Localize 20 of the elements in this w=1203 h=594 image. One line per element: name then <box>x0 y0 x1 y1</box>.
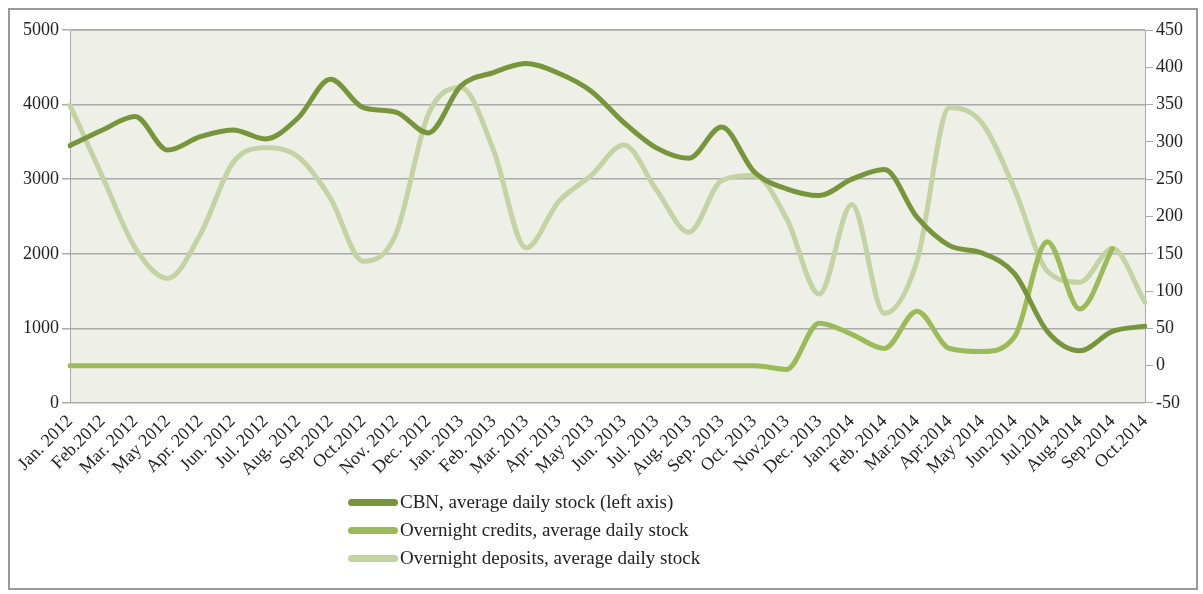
y2-tick-label: 50 <box>1156 317 1174 338</box>
y-tick-label: 1000 <box>23 317 59 338</box>
y2-tick-label: 450 <box>1156 18 1183 39</box>
legend-label: Overnight deposits, average daily stock <box>400 547 701 569</box>
y-tick-label: 2000 <box>23 242 59 263</box>
y2-tick-label: 200 <box>1156 205 1183 226</box>
y2-tick-label: 300 <box>1156 130 1183 151</box>
y2-tick-label: 100 <box>1156 279 1183 300</box>
y-tick-label: 3000 <box>23 167 59 188</box>
y2-tick-label: 0 <box>1156 354 1165 375</box>
y-tick-label: 5000 <box>23 18 59 39</box>
legend-label: CBN, average daily stock (left axis) <box>400 491 674 513</box>
y2-tick-label: -50 <box>1156 391 1180 412</box>
y2-tick-label: 150 <box>1156 242 1183 263</box>
legend-label: Overnight credits, average daily stock <box>400 519 689 541</box>
y-tick-label: 4000 <box>23 93 59 114</box>
y-tick-label: 0 <box>50 391 59 412</box>
y2-tick-label: 250 <box>1156 167 1183 188</box>
y2-tick-label: 400 <box>1156 56 1183 77</box>
y2-tick-label: 350 <box>1156 93 1183 114</box>
